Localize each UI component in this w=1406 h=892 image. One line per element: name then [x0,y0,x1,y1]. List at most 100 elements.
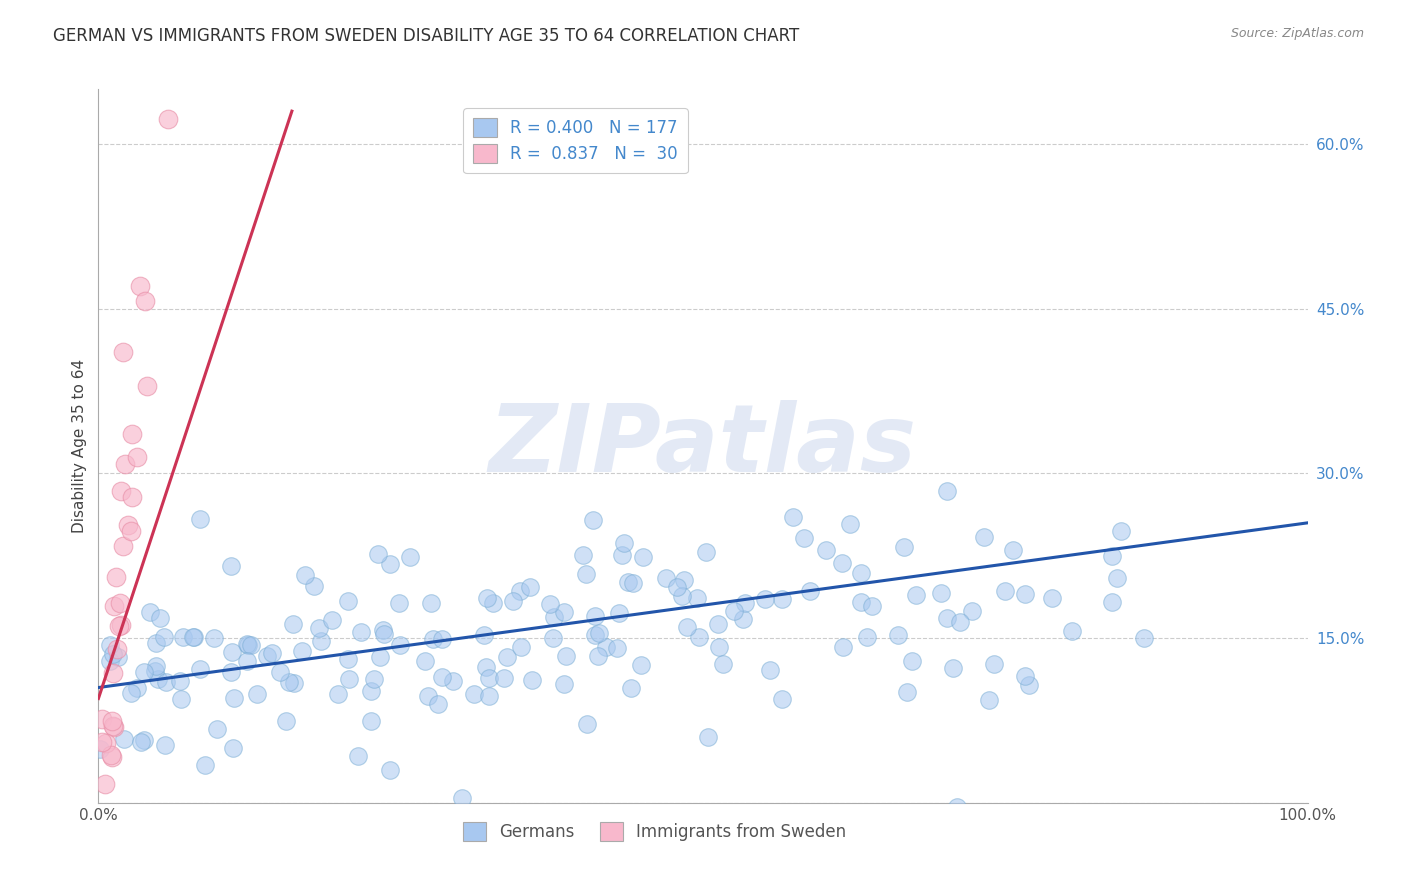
Point [121,426,143,441]
Point [734,597,756,611]
Point [222,690,245,705]
Point [502,594,524,608]
Point [1101,549,1123,563]
Point [368,650,391,665]
Point [308,819,330,833]
Point [188,663,211,677]
Point [145,658,167,673]
Point [129,278,152,293]
Point [309,634,332,648]
Point [308,621,330,635]
Point [155,739,177,753]
Point [723,604,745,618]
Point [103,720,125,734]
Point [337,594,360,608]
Point [145,636,167,650]
Point [983,657,1005,672]
Point [117,518,139,533]
Text: Source: ZipAtlas.com: Source: ZipAtlas.com [1230,27,1364,40]
Point [110,861,132,875]
Point [98,654,121,668]
Point [793,532,815,546]
Point [617,575,640,590]
Point [125,450,148,464]
Point [103,648,125,662]
Point [1040,591,1063,605]
Point [671,589,693,603]
Point [588,626,610,640]
Point [631,549,654,564]
Point [156,112,179,126]
Point [482,596,505,610]
Point [510,640,533,655]
Point [509,584,531,599]
Text: GERMAN VS IMMIGRANTS FROM SWEDEN DISABILITY AGE 35 TO 64 CORRELATION CHART: GERMAN VS IMMIGRANTS FROM SWEDEN DISABIL… [53,27,800,45]
Point [207,723,229,737]
Point [478,671,501,685]
Point [202,631,225,645]
Point [378,558,401,572]
Point [896,684,918,698]
Point [245,687,267,701]
Point [108,618,131,632]
Point [432,669,454,683]
Point [1014,587,1036,601]
Point [494,671,516,685]
Point [240,638,263,652]
Point [416,689,439,703]
Point [759,664,782,678]
Point [183,630,205,644]
Point [655,570,678,584]
Point [595,640,617,654]
Point [1018,678,1040,692]
Point [101,666,124,681]
Point [610,549,633,563]
Point [91,712,114,726]
Point [172,630,194,644]
Point [472,627,495,641]
Text: ZIPatlas: ZIPatlas [489,400,917,492]
Point [149,611,172,625]
Point [860,599,883,614]
Point [553,677,575,691]
Point [576,717,599,731]
Point [929,585,952,599]
Point [832,640,855,654]
Point [219,559,242,574]
Point [838,516,860,531]
Point [1001,543,1024,558]
Point [363,672,385,686]
Point [360,683,382,698]
Y-axis label: Disability Age 35 to 64: Disability Age 35 to 64 [72,359,87,533]
Point [100,638,122,652]
Point [621,575,644,590]
Point [672,573,695,587]
Point [935,484,957,499]
Point [399,550,422,565]
Point [856,630,879,644]
Point [110,484,132,499]
Point [89,741,111,756]
Point [373,627,395,641]
Point [1132,632,1154,646]
Point [607,606,630,620]
Point [478,690,501,704]
Point [132,733,155,747]
Point [949,615,972,630]
Point [946,800,969,814]
Point [350,624,373,639]
Point [973,531,995,545]
Point [707,616,730,631]
Point [420,596,443,610]
Point [905,588,928,602]
Point [238,638,260,652]
Point [262,646,284,660]
Point [849,566,872,580]
Point [136,379,159,393]
Point [707,640,730,655]
Point [962,604,984,618]
Point [114,457,136,471]
Point [104,569,127,583]
Point [886,628,908,642]
Point [110,617,132,632]
